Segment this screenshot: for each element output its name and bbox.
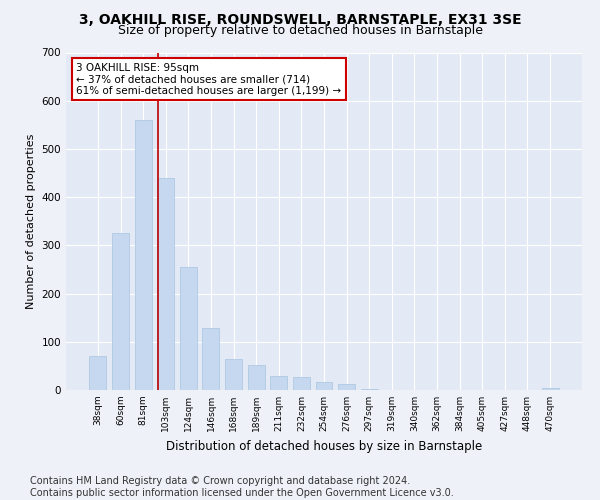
Bar	[180, 267, 197, 390]
Bar	[134, 120, 152, 390]
Bar	[225, 358, 242, 390]
Bar	[248, 365, 265, 390]
X-axis label: Distribution of detached houses by size in Barnstaple: Distribution of detached houses by size …	[166, 440, 482, 452]
Text: Contains HM Land Registry data © Crown copyright and database right 2024.
Contai: Contains HM Land Registry data © Crown c…	[30, 476, 454, 498]
Text: 3 OAKHILL RISE: 95sqm
← 37% of detached houses are smaller (714)
61% of semi-det: 3 OAKHILL RISE: 95sqm ← 37% of detached …	[76, 62, 341, 96]
Bar	[202, 328, 220, 390]
Bar	[361, 388, 377, 390]
Bar	[112, 234, 129, 390]
Bar	[271, 376, 287, 390]
Bar	[157, 178, 174, 390]
Bar	[316, 382, 332, 390]
Text: 3, OAKHILL RISE, ROUNDSWELL, BARNSTAPLE, EX31 3SE: 3, OAKHILL RISE, ROUNDSWELL, BARNSTAPLE,…	[79, 12, 521, 26]
Bar	[338, 384, 355, 390]
Y-axis label: Number of detached properties: Number of detached properties	[26, 134, 36, 309]
Text: Size of property relative to detached houses in Barnstaple: Size of property relative to detached ho…	[118, 24, 482, 37]
Bar	[542, 388, 559, 390]
Bar	[293, 376, 310, 390]
Bar	[89, 356, 106, 390]
